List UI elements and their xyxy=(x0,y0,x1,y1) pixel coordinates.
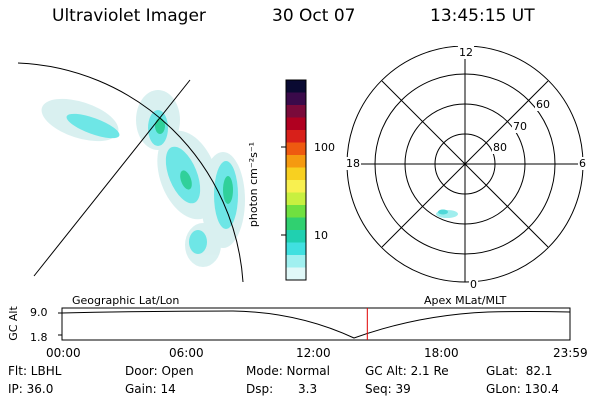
colorbar-units-label: photon cm⁻²s⁻¹ xyxy=(247,141,261,228)
lat-label-70: 70 xyxy=(512,120,528,133)
glat-value: GLat: 82.1 xyxy=(486,364,553,378)
mlt-label-12: 12 xyxy=(458,46,474,59)
timeline-frame xyxy=(61,307,571,341)
polar-plot xyxy=(346,46,584,283)
polar-diagonal-2 xyxy=(381,80,549,248)
observation-time: 13:45:15 UT xyxy=(430,6,535,26)
mlt-label-0: 0 xyxy=(469,278,478,291)
horizon-arc xyxy=(18,62,244,282)
colorbar-cell xyxy=(286,267,306,281)
colorbar-cell xyxy=(286,230,306,243)
colorbar-cell xyxy=(286,142,306,156)
timeline-ytick-top: 9.0 xyxy=(30,306,48,319)
door-status: Door: Open xyxy=(125,364,194,378)
colorbar-cell xyxy=(286,167,306,181)
instrument-title: Ultraviolet Imager xyxy=(52,6,206,26)
auroral-emission xyxy=(41,90,245,267)
timeline-left-label: Geographic Lat/Lon xyxy=(72,294,180,307)
colorbar-scale xyxy=(286,80,306,281)
gain-value: Gain: 14 xyxy=(125,382,176,396)
observation-date: 30 Oct 07 xyxy=(272,6,356,26)
colorbar xyxy=(281,79,307,281)
lat-label-80: 80 xyxy=(492,141,508,154)
colorbar-cell xyxy=(286,180,306,193)
timeline-xtick-3: 18:00 xyxy=(424,346,459,360)
polar-emission xyxy=(436,209,458,218)
colorbar-frame xyxy=(285,79,307,281)
colorbar-cell xyxy=(286,80,306,93)
timeline-ytick-bottom: 1.8 xyxy=(30,331,48,344)
colorbar-cell xyxy=(286,130,306,143)
mode-value: Mode: Normal xyxy=(246,364,330,378)
gc-alt-value: GC Alt: 2.1 Re xyxy=(365,364,449,378)
glon-value: GLon: 130.4 xyxy=(486,382,559,396)
filter-value: Flt: LBHL xyxy=(8,364,62,378)
altitude-curve xyxy=(61,310,571,339)
geographic-image-panel xyxy=(18,62,245,282)
ip-value: IP: 36.0 xyxy=(8,382,54,396)
colorbar-tick-label-100: 100 xyxy=(314,141,335,154)
seq-value: Seq: 39 xyxy=(365,382,411,396)
dsp-label: Dsp: xyxy=(246,382,274,396)
timeline-right-label: Apex MLat/MLT xyxy=(424,294,507,307)
colorbar-cell xyxy=(286,255,306,268)
dsp-value: 3.3 xyxy=(298,382,318,396)
colorbar-cell xyxy=(286,105,306,118)
colorbar-cell xyxy=(286,155,306,168)
colorbar-cell xyxy=(286,92,306,106)
lat-label-60: 60 xyxy=(535,98,551,111)
colorbar-cell xyxy=(286,242,306,256)
colorbar-tick-label-10: 10 xyxy=(314,229,328,242)
colorbar-cell xyxy=(286,117,306,131)
colorbar-cell xyxy=(286,217,306,231)
timeline-xtick-1: 06:00 xyxy=(169,346,204,360)
meridian-line xyxy=(33,79,191,277)
colorbar-cell xyxy=(286,205,306,218)
timeline-xtick-4: 23:59 xyxy=(553,346,588,360)
timeline-plot xyxy=(58,307,571,341)
mlt-label-6: 6 xyxy=(578,157,587,170)
timeline-xtick-2: 12:00 xyxy=(296,346,331,360)
timeline-ylabel: GC Alt xyxy=(6,306,20,341)
colorbar-cell xyxy=(286,192,306,206)
mlt-label-18: 18 xyxy=(345,157,361,170)
timeline-xtick-0: 00:00 xyxy=(46,346,81,360)
